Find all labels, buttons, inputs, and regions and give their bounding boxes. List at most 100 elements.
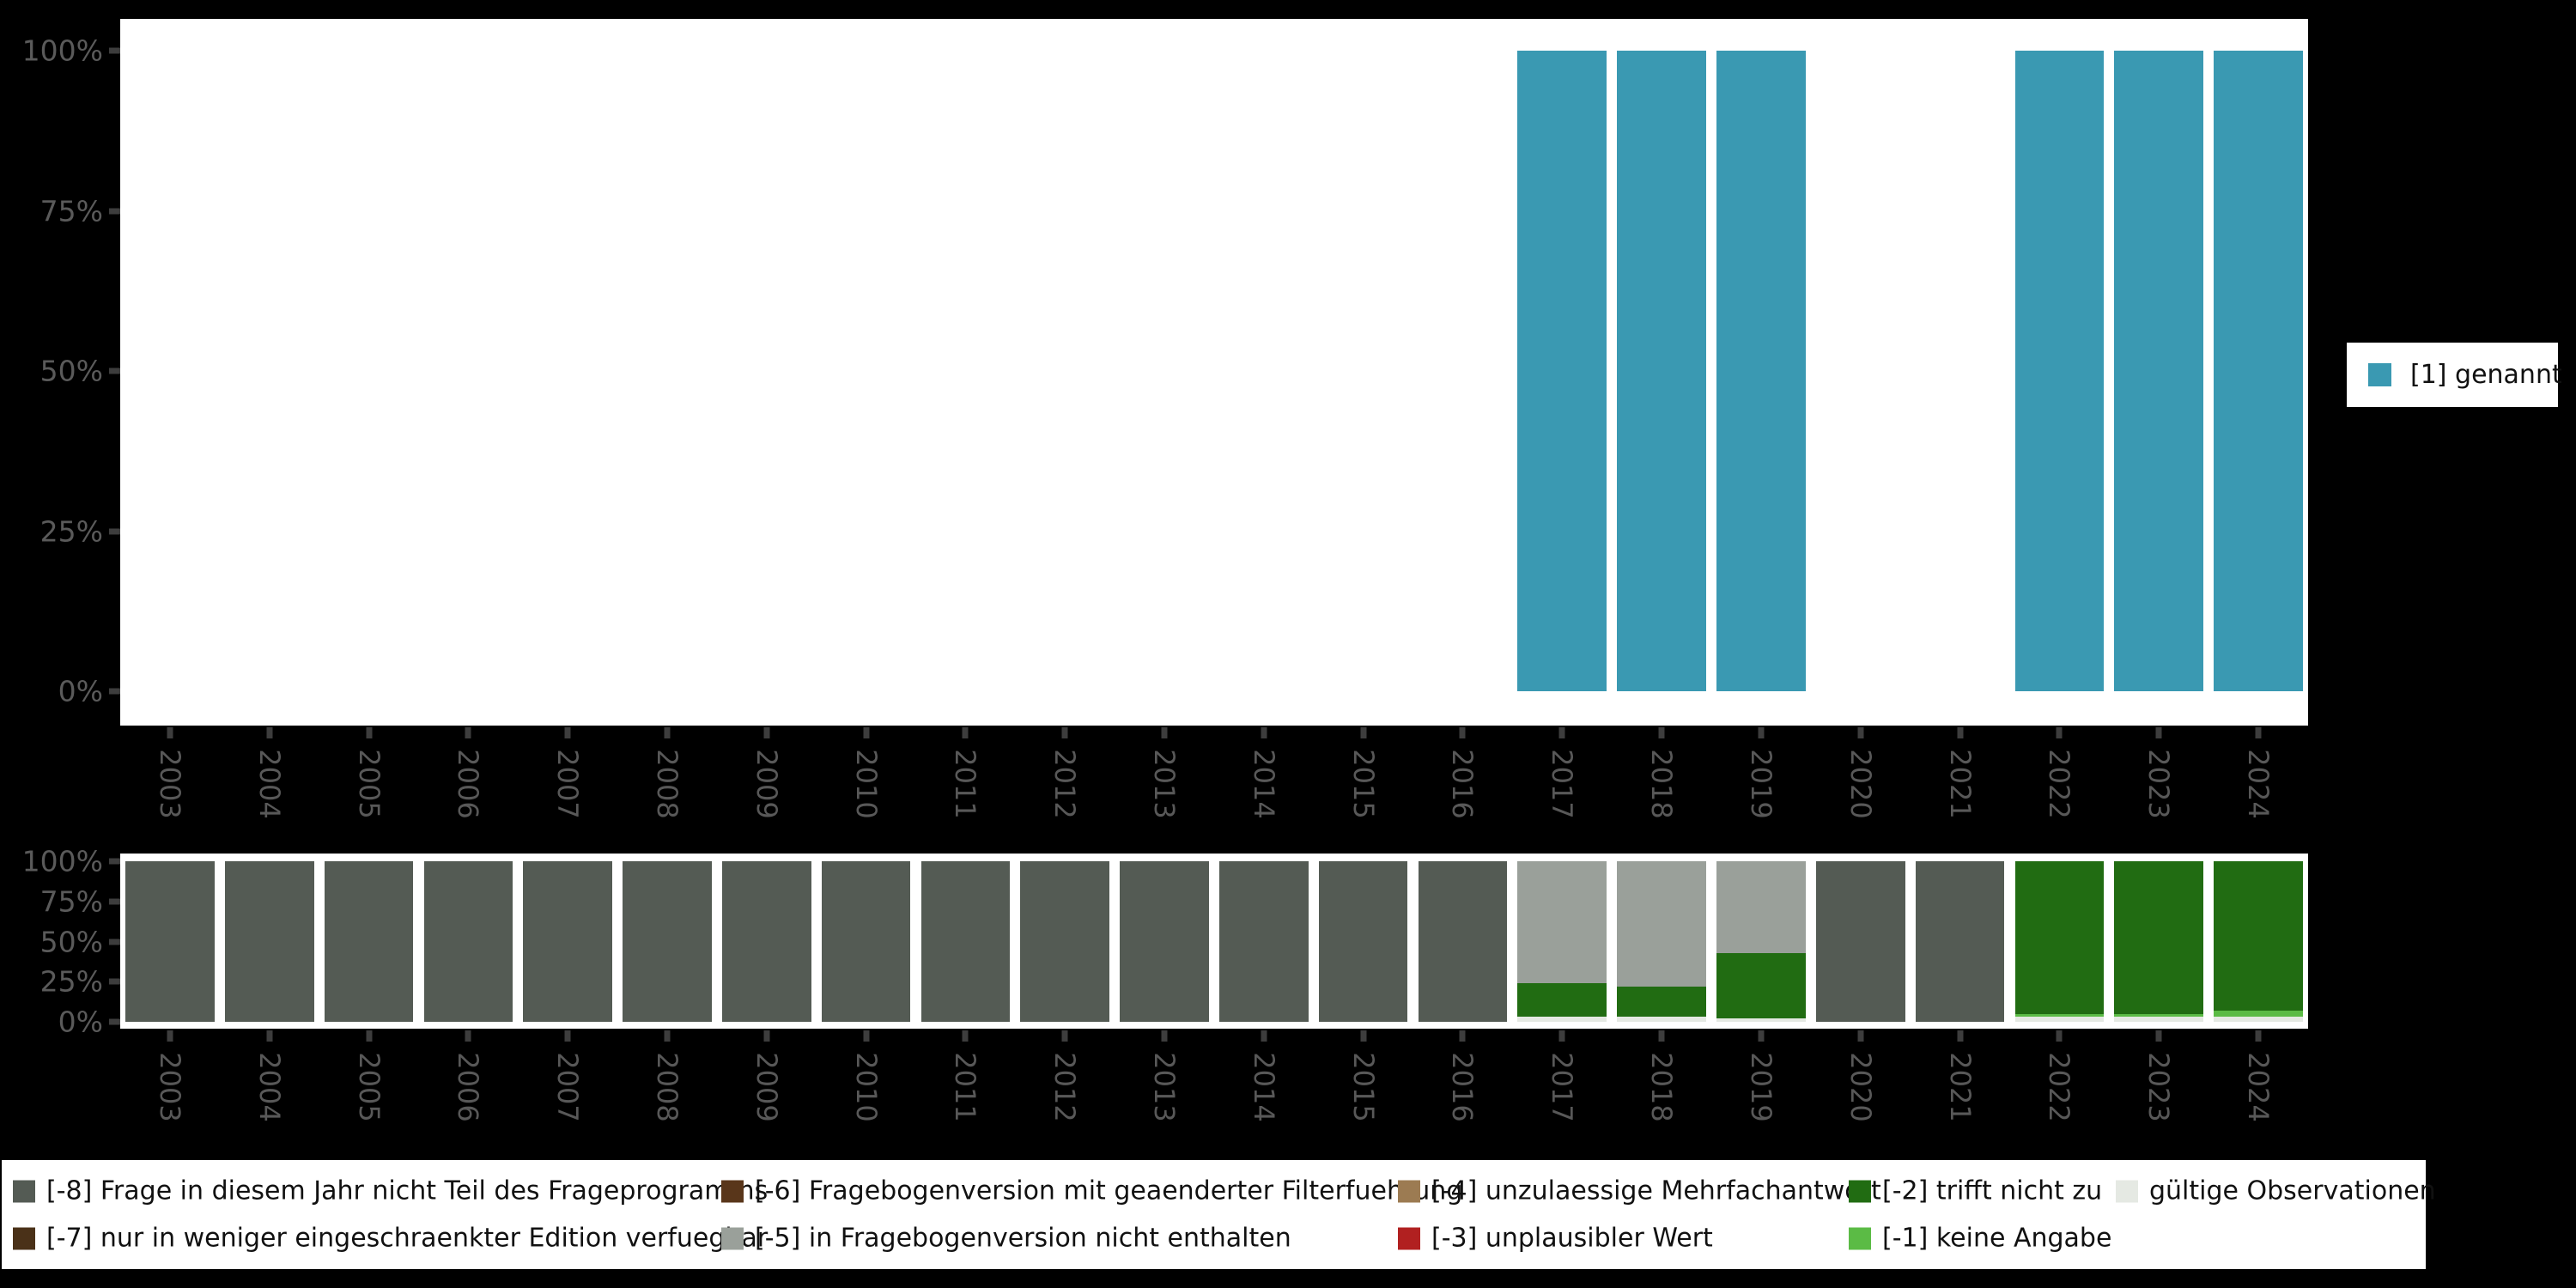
x-axis-slot: 2024	[2208, 726, 2308, 850]
bar-segment	[1219, 861, 1309, 1022]
legend-swatch	[13, 1227, 35, 1249]
stacked-bar-2008	[623, 861, 712, 1022]
bar-slot	[1413, 51, 1513, 691]
bar-segment	[1716, 953, 1806, 1019]
legend-swatch	[13, 1180, 35, 1202]
bar-slot	[1314, 51, 1413, 691]
year-tick-label: 2004	[253, 749, 286, 818]
bar-segment	[623, 861, 712, 1022]
plot-area-top	[120, 19, 2308, 726]
x-axis-slot: 2023	[2109, 1029, 2208, 1153]
stacked-bar-slot	[418, 861, 518, 1022]
y-tick-mark	[109, 939, 120, 945]
x-axis-slot: 2016	[1413, 1029, 1513, 1153]
legend-entry-label: [-4] unzulaessige Mehrfachantwort	[1431, 1176, 1881, 1206]
x-axis-slot: 2023	[2109, 726, 2208, 850]
x-tick-mark	[565, 1030, 571, 1042]
legend-entry: [-3] unplausibler Wert	[1398, 1224, 1713, 1254]
year-tick-label: 2009	[750, 749, 783, 818]
year-tick-label: 2010	[850, 1052, 883, 1121]
legend-entry: [-2] trifft nicht zu	[1849, 1176, 2102, 1206]
bar-slot	[617, 51, 717, 691]
x-axis-slot: 2008	[617, 1029, 717, 1153]
x-axis-slot: 2010	[817, 1029, 916, 1153]
bar-slot	[120, 51, 220, 691]
y-axis-top: 100%75%50%25%0%	[0, 19, 120, 726]
year-tick-label: 2013	[1148, 749, 1181, 818]
bar-slot	[817, 51, 916, 691]
legend-entry-label: gültige Observationen	[2149, 1176, 2436, 1206]
stacked-bar-2009	[722, 861, 811, 1022]
year-tick-label: 2006	[452, 749, 484, 818]
year-tick-label: 2017	[1546, 1052, 1578, 1121]
year-tick-label: 2021	[1944, 1052, 1977, 1121]
bar-segment	[2114, 861, 2203, 1014]
stacked-bar-slot	[1711, 861, 1811, 1022]
legend-entry: [-1] keine Angabe	[1849, 1224, 2111, 1254]
bar-slot	[2208, 51, 2308, 691]
x-tick-mark	[366, 727, 372, 738]
x-tick-mark	[1559, 1030, 1565, 1042]
stacked-bar-2012	[1020, 861, 1109, 1022]
x-axis-slot: 2017	[1512, 1029, 1612, 1153]
bar-segment	[722, 861, 811, 1022]
year-tick-label: 2023	[2142, 1052, 2175, 1121]
year-tick-label: 2019	[1745, 1052, 1777, 1121]
bar-segment	[921, 861, 1011, 1022]
x-axis-slot: 2016	[1413, 726, 1513, 850]
stacked-bar-slot	[1314, 861, 1413, 1022]
x-tick-mark	[763, 1030, 769, 1042]
bar-slot	[1811, 51, 1911, 691]
year-tick-label: 2016	[1446, 1052, 1479, 1121]
stacked-bar-2014	[1219, 861, 1309, 1022]
year-tick-label: 2020	[1844, 749, 1877, 818]
stacked-bar-2024	[2214, 861, 2303, 1022]
bar-slot	[418, 51, 518, 691]
legend-swatch	[1849, 1180, 1871, 1202]
year-tick-label: 2013	[1148, 1052, 1181, 1121]
bar-segment	[1319, 861, 1408, 1022]
x-axis-slot: 2005	[319, 726, 419, 850]
bar-segment	[1617, 1017, 1706, 1022]
bar-segment	[1517, 983, 1607, 1017]
x-tick-mark	[1957, 727, 1963, 738]
bar-segment	[2015, 1017, 2105, 1022]
legend-swatch	[1398, 1180, 1420, 1202]
stacked-bar-slot	[1015, 861, 1115, 1022]
x-tick-mark	[1162, 727, 1168, 738]
year-tick-label: 2024	[2242, 749, 2275, 818]
x-axis-slot: 2019	[1711, 726, 1811, 850]
x-tick-mark	[2255, 727, 2261, 738]
x-axis-slot: 2015	[1314, 1029, 1413, 1153]
y-tick-label: 75%	[40, 194, 103, 228]
legend-entry-label: [-6] Fragebogenversion mit geaenderter F…	[755, 1176, 1462, 1206]
stacked-bar-slot	[2109, 861, 2208, 1022]
year-tick-label: 2012	[1048, 749, 1081, 818]
year-tick-label: 2014	[1248, 749, 1280, 818]
stacked-bar-slot	[1413, 861, 1513, 1022]
x-tick-mark	[1460, 727, 1466, 738]
stacked-bar-slot	[1612, 861, 1711, 1022]
year-tick-label: 2005	[353, 1052, 386, 1121]
bar-segment	[2214, 1011, 2303, 1017]
stacked-bar-slot	[1512, 861, 1612, 1022]
x-tick-mark	[1062, 727, 1068, 738]
legend-entry-label: [-3] unplausibler Wert	[1431, 1224, 1713, 1254]
stacked-bar-slot	[717, 861, 817, 1022]
legend-entry: [-6] Fragebogenversion mit geaenderter F…	[721, 1176, 1462, 1206]
bar-slot	[1711, 51, 1811, 691]
x-tick-mark	[963, 727, 969, 738]
year-tick-label: 2024	[2242, 1052, 2275, 1121]
bar-segment	[1716, 1018, 1806, 1022]
year-tick-label: 2016	[1446, 749, 1479, 818]
x-tick-mark	[565, 727, 571, 738]
x-tick-mark	[863, 1030, 869, 1042]
x-tick-mark	[2057, 727, 2063, 738]
stacked-bar-2003	[125, 861, 215, 1022]
bar-segment	[2114, 1017, 2203, 1022]
bar-segment	[523, 861, 612, 1022]
bar-2018	[1617, 51, 1706, 691]
legend-entry-label: [-5] in Fragebogenversion nicht enthalte…	[755, 1224, 1291, 1254]
y-tick-mark	[109, 979, 120, 985]
bar-slot	[2109, 51, 2208, 691]
